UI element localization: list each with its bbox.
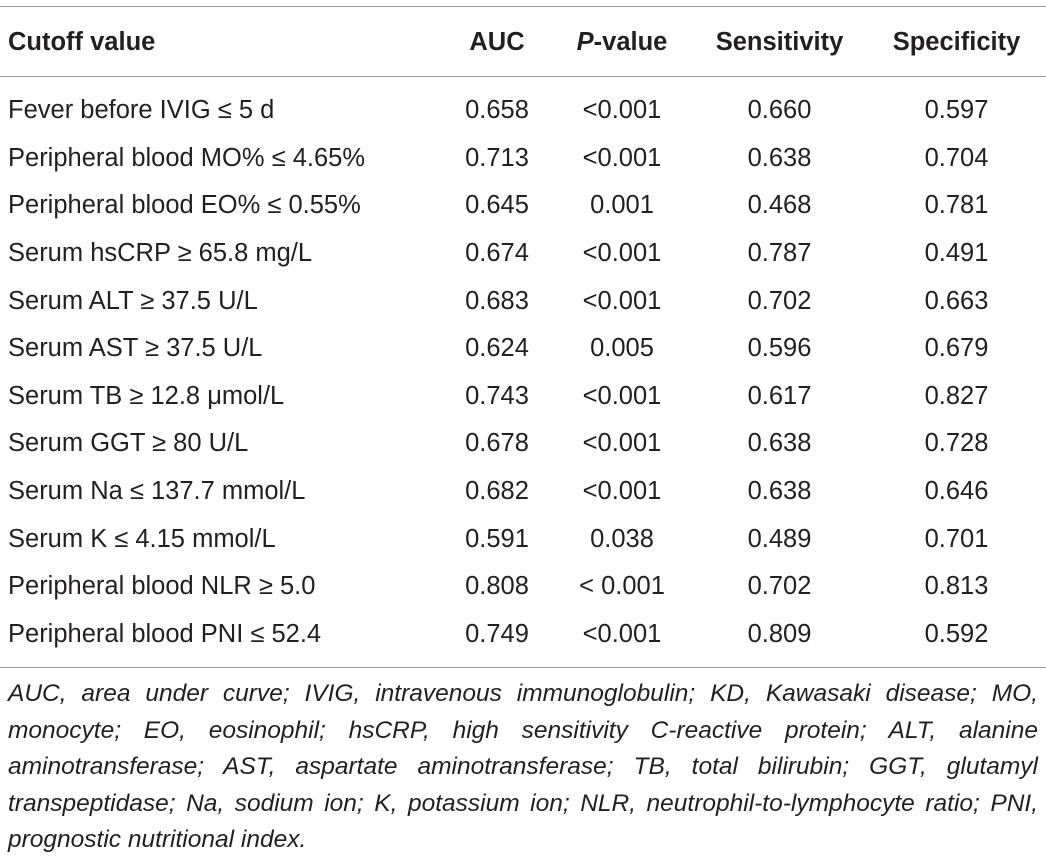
cell-specificity: 0.704	[924, 143, 989, 172]
cell-cutoff: Fever before IVIG ≤ 5 d	[8, 96, 275, 125]
cell-sensitivity: 0.787	[747, 239, 812, 268]
cell-p-value: <0.001	[582, 381, 662, 410]
header-auc: AUC	[469, 27, 525, 56]
cell-auc: 0.808	[465, 572, 529, 601]
cell-p-value: 0.005	[590, 334, 654, 363]
cell-sensitivity: 0.809	[747, 619, 812, 648]
table-row: Serum ALT ≥ 37.5 U/L 0.683 <0.001 0.702 0.66…	[0, 277, 1046, 325]
table-row: Serum hsCRP ≥ 65.8 mg/L 0.674 <0.001 0.787 0…	[0, 230, 1046, 278]
footnote: AUC, area under curve; IVIG, intravenous…	[8, 680, 1038, 853]
cell-cutoff: Peripheral blood PNI ≤ 52.4	[8, 619, 322, 648]
cell-p-value: < 0.001	[579, 572, 665, 601]
table-row: Serum K ≤ 4.15 mmol/L 0.591 0.038 0.489 0.70…	[0, 515, 1046, 563]
cell-auc: 0.591	[465, 524, 529, 553]
cell-specificity: 0.597	[924, 96, 989, 125]
header-p-value: P-value	[552, 18, 692, 66]
cell-sensitivity: 0.468	[747, 191, 812, 220]
cell-auc: 0.674	[465, 239, 529, 268]
cell-specificity: 0.592	[924, 619, 989, 648]
table-row: Serum GGT ≥ 80 U/L 0.678 <0.001 0.638 0.728	[0, 420, 1046, 468]
cell-cutoff: Serum ALT ≥ 37.5 U/L	[8, 286, 258, 315]
cutoff-table: Cutoff value AUC P-value Sensitivity Spe…	[0, 18, 1046, 658]
cell-auc: 0.683	[465, 286, 529, 315]
cell-cutoff: Serum TB ≥ 12.8 μmol/L	[8, 381, 285, 410]
cell-sensitivity: 0.702	[747, 572, 812, 601]
header-cutoff: Cutoff value	[8, 27, 156, 56]
header-rule	[0, 76, 1046, 77]
cell-auc: 0.682	[465, 477, 529, 506]
table-row: Serum Na ≤ 137.7 mmol/L 0.682 <0.001 0.638 0…	[0, 468, 1046, 516]
table-row: Peripheral blood MO% ≤ 4.65% 0.713 <0.001 0…	[0, 135, 1046, 183]
cell-sensitivity: 0.638	[747, 429, 812, 458]
table-row: Serum AST ≥ 37.5 U/L 0.624 0.005 0.596 0.679	[0, 325, 1046, 373]
top-rule	[0, 6, 1046, 7]
header-p-rest: -value	[593, 27, 668, 56]
table-row: Serum TB ≥ 12.8 μmol/L 0.743 <0.001 0.617 0.…	[0, 373, 1046, 421]
cell-sensitivity: 0.660	[747, 96, 812, 125]
footer-rule	[0, 667, 1046, 668]
cell-p-value: <0.001	[582, 286, 662, 315]
cell-sensitivity: 0.638	[747, 143, 812, 172]
table-row: Peripheral blood NLR ≥ 5.0 0.808 < 0.001 0.…	[0, 563, 1046, 611]
cell-specificity: 0.646	[924, 477, 989, 506]
cell-specificity: 0.813	[924, 572, 989, 601]
table-row: Peripheral blood PNI ≤ 52.4 0.749 <0.001 0.…	[0, 611, 1046, 659]
cell-cutoff: Serum AST ≥ 37.5 U/L	[8, 334, 263, 363]
cell-p-value: <0.001	[582, 619, 662, 648]
cell-specificity: 0.491	[924, 239, 989, 268]
table-row: Peripheral blood EO% ≤ 0.55% 0.645 0.001 0.…	[0, 182, 1046, 230]
cell-auc: 0.713	[465, 143, 529, 172]
cell-auc: 0.658	[465, 96, 529, 125]
cell-auc: 0.645	[465, 191, 529, 220]
cell-p-value: <0.001	[582, 477, 662, 506]
cell-specificity: 0.701	[924, 524, 989, 553]
cell-sensitivity: 0.638	[747, 477, 812, 506]
header-row: Cutoff value AUC P-value Sensitivity Spe…	[0, 18, 1046, 66]
cell-cutoff: Peripheral blood EO% ≤ 0.55%	[8, 191, 361, 220]
header-specificity: Specificity	[892, 27, 1021, 56]
cell-specificity: 0.663	[924, 286, 989, 315]
cell-p-value: 0.038	[590, 524, 654, 553]
cell-sensitivity: 0.702	[747, 286, 812, 315]
cell-specificity: 0.827	[924, 381, 989, 410]
cell-p-value: <0.001	[582, 239, 662, 268]
header-spacer	[0, 66, 1046, 87]
cell-specificity: 0.781	[924, 191, 989, 220]
cell-sensitivity: 0.596	[747, 334, 812, 363]
cell-specificity: 0.679	[924, 334, 989, 363]
cell-cutoff: Serum GGT ≥ 80 U/L	[8, 429, 249, 458]
cell-sensitivity: 0.617	[747, 381, 812, 410]
cell-p-value: <0.001	[582, 143, 662, 172]
cell-auc: 0.678	[465, 429, 529, 458]
cell-auc: 0.624	[465, 334, 529, 363]
cell-specificity: 0.728	[924, 429, 989, 458]
table-row: Fever before IVIG ≤ 5 d 0.658 <0.001 0.660 0…	[0, 87, 1046, 135]
cell-auc: 0.743	[465, 381, 529, 410]
cell-sensitivity: 0.489	[747, 524, 812, 553]
cell-p-value: <0.001	[582, 96, 662, 125]
cell-auc: 0.749	[465, 619, 529, 648]
cell-cutoff: Peripheral blood NLR ≥ 5.0	[8, 572, 316, 601]
header-sensitivity: Sensitivity	[715, 27, 844, 56]
cell-p-value: <0.001	[582, 429, 662, 458]
cell-cutoff: Serum K ≤ 4.15 mmol/L	[8, 524, 276, 553]
header-p-italic: P	[576, 27, 594, 56]
cell-cutoff: Peripheral blood MO% ≤ 4.65%	[8, 143, 366, 172]
cell-cutoff: Serum hsCRP ≥ 65.8 mg/L	[8, 239, 313, 268]
cell-p-value: 0.001	[590, 191, 654, 220]
cell-cutoff: Serum Na ≤ 137.7 mmol/L	[8, 477, 306, 506]
